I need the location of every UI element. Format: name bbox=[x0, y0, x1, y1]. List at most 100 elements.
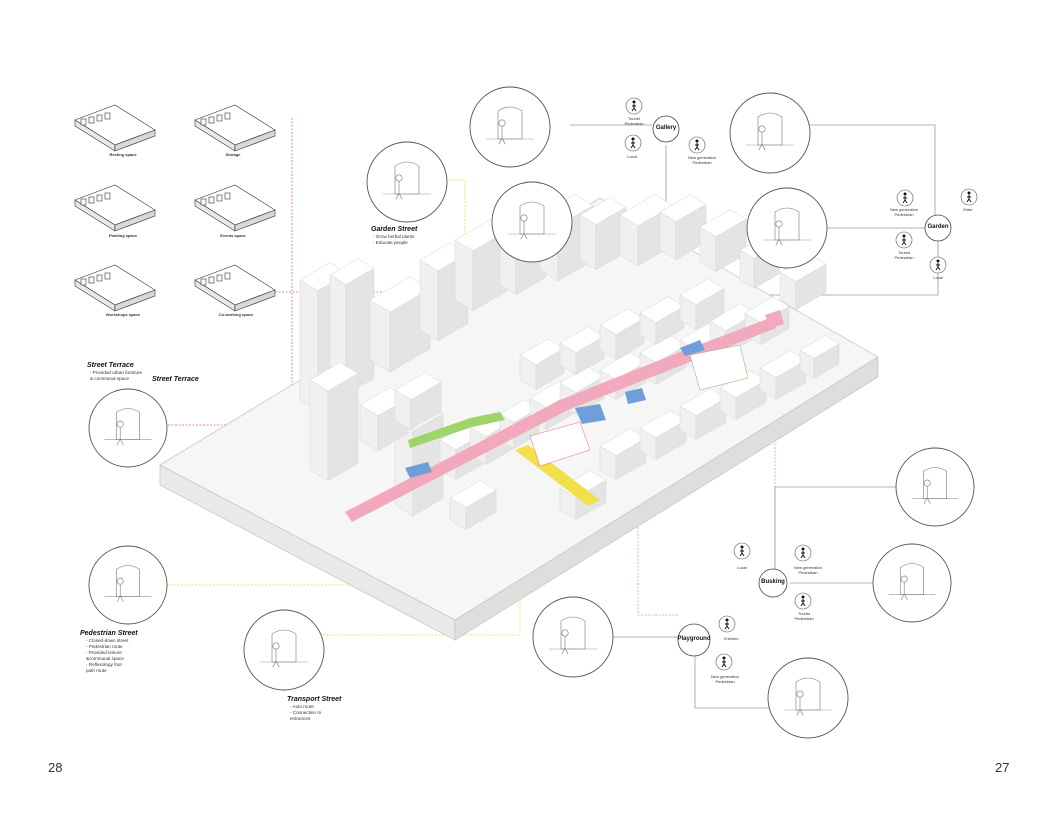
building bbox=[679, 278, 725, 331]
program-label-events: Events space bbox=[220, 233, 246, 238]
pedestrian-street-vignette bbox=[88, 545, 168, 625]
program-thumbnail bbox=[194, 184, 276, 232]
page-number-left: 28 bbox=[48, 760, 63, 775]
gallery-user-tourist: Tourist Pedestrian bbox=[624, 116, 644, 126]
plot bbox=[765, 310, 784, 328]
transport-street-vignette bbox=[243, 609, 325, 691]
garden-vignette-1 bbox=[729, 92, 811, 174]
transport-desc-2: - Connection to bbox=[290, 710, 322, 715]
garden-vignette-2 bbox=[746, 187, 828, 269]
building bbox=[394, 372, 442, 431]
gallery-hub-label: Gallery bbox=[655, 125, 677, 131]
transport-street-title: Transport Street bbox=[287, 696, 342, 703]
transport-desc-1: - Auto route bbox=[290, 704, 314, 709]
user-icon bbox=[625, 97, 643, 115]
building bbox=[559, 326, 605, 376]
playground-connector-2 bbox=[694, 655, 770, 709]
program-thumbnail bbox=[74, 104, 156, 152]
street-terrace-vignette bbox=[88, 388, 168, 468]
street-strips bbox=[345, 310, 784, 522]
pedestrian-street-title: Pedestrian Street bbox=[80, 630, 138, 637]
playground-vignette-2 bbox=[767, 657, 849, 739]
busking-vignette-1 bbox=[895, 447, 975, 527]
program-label-planting: Planting space bbox=[108, 233, 138, 238]
playground-hub-label: Playground bbox=[677, 636, 711, 642]
user-icon bbox=[794, 592, 812, 610]
user-icon bbox=[929, 256, 947, 274]
playground-user-children: Children bbox=[723, 636, 739, 641]
user-icon bbox=[733, 542, 751, 560]
building bbox=[699, 209, 747, 273]
building bbox=[759, 350, 807, 401]
plot bbox=[680, 340, 705, 356]
user-icons bbox=[624, 97, 978, 671]
building bbox=[619, 194, 674, 267]
user-icon bbox=[624, 134, 642, 152]
user-icon bbox=[688, 136, 706, 154]
user-icon bbox=[960, 188, 978, 206]
pedestrian-desc-1: - Closed-down street bbox=[86, 638, 129, 643]
transport-street-strip bbox=[515, 445, 600, 506]
building bbox=[799, 335, 840, 379]
featured-building-2 bbox=[689, 344, 749, 391]
garden-street-strip bbox=[408, 412, 505, 448]
garden-connector bbox=[780, 124, 936, 215]
program-thumbnail bbox=[194, 104, 276, 152]
building bbox=[639, 296, 685, 346]
playground-user-newgen: New generation Pedestrian bbox=[710, 674, 740, 684]
vignette-circles bbox=[88, 86, 975, 739]
playground-plot bbox=[575, 404, 606, 424]
gallery-user-newgen: New generation Pedestrian bbox=[687, 155, 717, 165]
program-label-resting: Resting space bbox=[109, 152, 137, 157]
program-thumbnail bbox=[194, 264, 276, 312]
pedestrian-desc-3: - Provided leisure bbox=[86, 650, 122, 655]
playground-hub bbox=[677, 623, 711, 657]
building bbox=[779, 254, 827, 311]
garden-street-vignette bbox=[366, 141, 448, 223]
garden-user-newgen: New generation Pedestrian bbox=[889, 207, 919, 217]
program-thumbnails bbox=[74, 104, 276, 312]
busking-user-newgen: New generation Pedestrian bbox=[793, 565, 823, 575]
pedestrian-desc-4: &communal space bbox=[86, 656, 124, 661]
garden-user-local: Local bbox=[933, 275, 943, 280]
street-terrace-heading: Street Terrace bbox=[87, 362, 134, 369]
building bbox=[449, 480, 497, 531]
garden-hub bbox=[924, 214, 952, 242]
page-number-right: 27 bbox=[995, 760, 1010, 775]
gallery-hub bbox=[652, 115, 680, 143]
user-icon bbox=[896, 189, 914, 207]
busking-user-tourist: Tourist Pedestrian bbox=[794, 611, 814, 621]
gallery-plot bbox=[405, 462, 432, 478]
garden-user-elder: Elder bbox=[963, 207, 973, 212]
user-icon bbox=[794, 544, 812, 562]
gallery-user-local: Local bbox=[627, 154, 637, 159]
busking-hub bbox=[758, 568, 788, 598]
program-label-workshops: Workshops space bbox=[105, 312, 141, 317]
building bbox=[659, 194, 707, 261]
garden-street-desc-1: - Grow herbal plants bbox=[373, 234, 415, 239]
program-label-storage: Storage bbox=[225, 152, 241, 157]
pedestrian-street-strip bbox=[345, 318, 776, 522]
program-thumbnail bbox=[74, 184, 156, 232]
pedestrian-desc-5: - Reflexology foot bbox=[86, 662, 122, 667]
garden-hub-label: Garden bbox=[927, 224, 949, 230]
building bbox=[309, 362, 359, 482]
pedestrian-desc-2: - Pedestrian route bbox=[86, 644, 123, 649]
program-label-coworking: Co-working space bbox=[218, 312, 254, 317]
garden-user-tourist: Tourist Pedestrian bbox=[894, 250, 914, 260]
garden-street-desc-2: - Educate people bbox=[373, 240, 408, 245]
building bbox=[599, 428, 647, 481]
busking-vignette-2 bbox=[872, 543, 952, 623]
playground-vignette-1 bbox=[532, 596, 614, 678]
hub-circles bbox=[652, 115, 952, 657]
transport-desc-3: entrances bbox=[290, 716, 311, 721]
busking-hub-label: Busking bbox=[761, 579, 785, 585]
street-terrace-desc: - Provided urban furniture & communal sp… bbox=[90, 370, 143, 381]
user-icon bbox=[895, 231, 913, 249]
user-icon bbox=[718, 615, 736, 633]
busking-user-local: Local bbox=[737, 565, 747, 570]
building bbox=[599, 308, 645, 361]
gallery-vignette-1 bbox=[469, 86, 551, 168]
